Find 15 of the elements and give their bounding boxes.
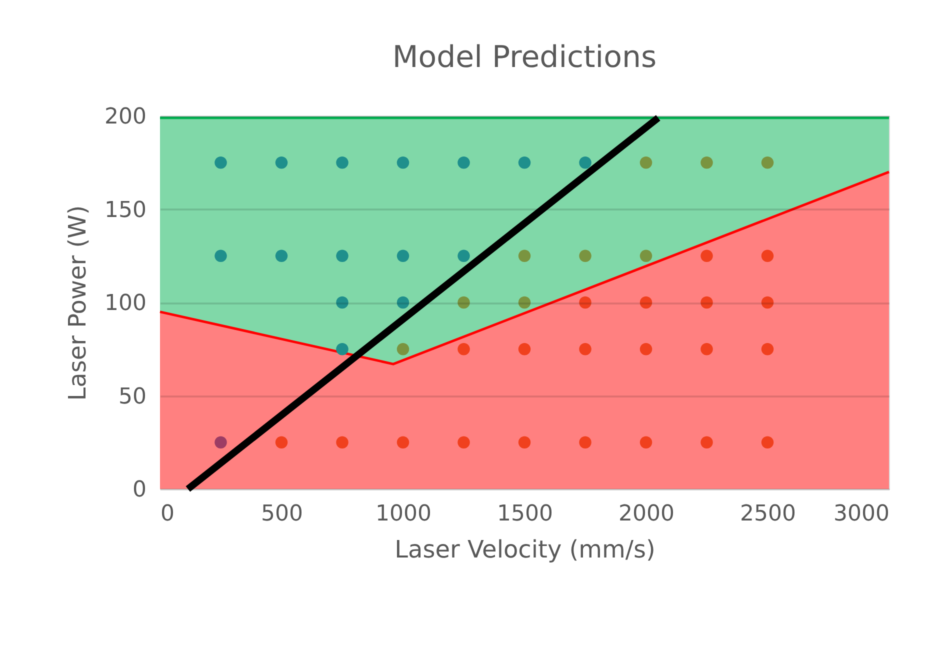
y-tick-label: 200 — [104, 104, 146, 130]
x-tick-label: 0 — [160, 502, 174, 526]
x-tick-label: 1000 — [376, 502, 432, 526]
x-tick-label: 2500 — [740, 502, 796, 526]
y-tick-label: 50 — [118, 384, 146, 410]
y-tick-label: 150 — [104, 198, 146, 223]
x-tick-label: 1500 — [497, 502, 553, 526]
y-axis-title: Laser Power (W) — [64, 205, 92, 401]
y-tick-label: 100 — [104, 291, 146, 316]
x-tick-label: 2000 — [618, 502, 674, 526]
chart-title: Model Predictions — [392, 40, 657, 75]
y-tick-label: 0 — [132, 478, 146, 502]
x-tick-label: 500 — [261, 502, 303, 526]
x-tick-label: 3000 — [834, 502, 890, 526]
x-axis-title: Laser Velocity (mm/s) — [394, 536, 656, 564]
